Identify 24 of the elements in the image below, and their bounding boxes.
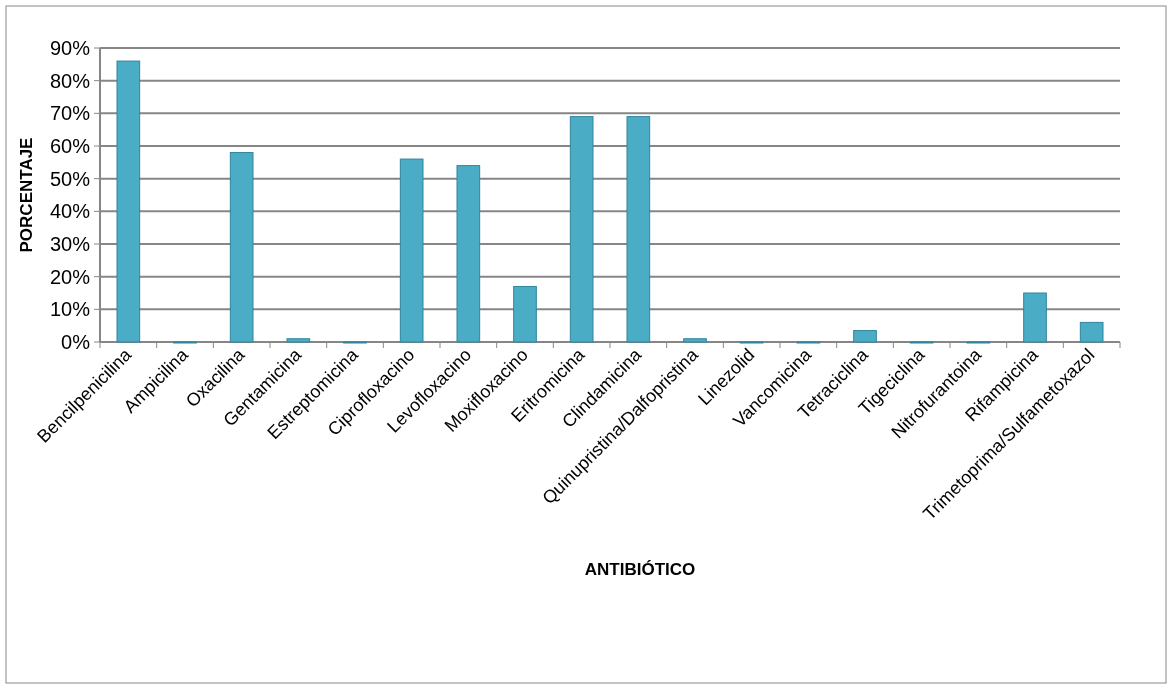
y-tick-label: 60%: [49, 135, 91, 157]
y-tick-label: 30%: [49, 233, 91, 255]
bar: [853, 330, 877, 343]
y-tick-label: 0%: [61, 331, 91, 353]
bar: [229, 152, 254, 343]
bar: [1079, 321, 1104, 343]
x-axis-title: ANTIBIÓTICO: [584, 560, 696, 579]
bar: [286, 338, 311, 343]
bar: [116, 60, 141, 343]
bar: [569, 116, 594, 343]
y-tick-label: 10%: [49, 298, 91, 321]
y-tick-label: 50%: [49, 167, 91, 190]
bar: [399, 158, 424, 343]
bar: [683, 338, 707, 343]
y-axis-title: PORCENTAJE: [17, 137, 36, 253]
bar: [626, 116, 651, 343]
bar: [456, 165, 481, 343]
y-tick-label: 40%: [49, 200, 91, 223]
y-tick-label: 80%: [49, 69, 91, 92]
y-tick-label: 90%: [49, 37, 91, 59]
y-tick-label: 20%: [49, 265, 91, 288]
bar: [513, 285, 537, 343]
y-tick-label: 70%: [49, 102, 91, 125]
bar: [1023, 292, 1047, 343]
